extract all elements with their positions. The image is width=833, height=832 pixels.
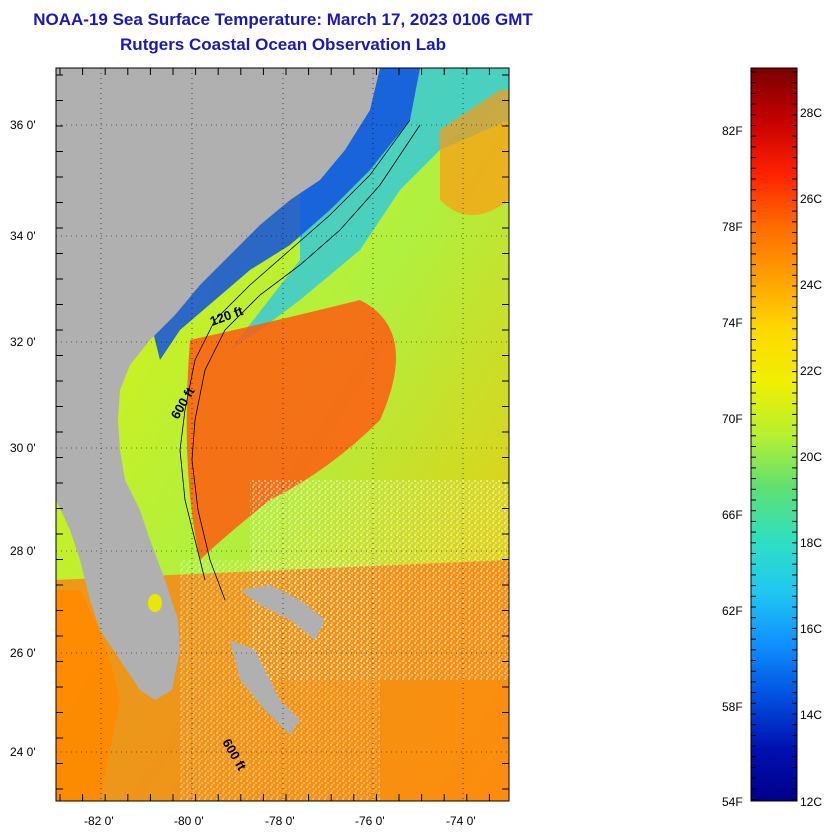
lon-label: -76 0' [355, 814, 385, 828]
lat-label: 24 0' [10, 745, 36, 759]
colorbar-f-label: 66F [722, 508, 743, 522]
map-frame [55, 67, 510, 802]
lon-label: -82 0' [84, 814, 114, 828]
bahamas-island [230, 640, 300, 735]
colorbar-f-label: 62F [722, 604, 743, 618]
colorbar-ticks [751, 71, 797, 801]
isobath-120ft [179, 119, 411, 581]
gulf-of-mexico-water [56, 590, 120, 801]
land-mass [56, 68, 380, 700]
lon-label: -80 0' [174, 814, 204, 828]
lat-label: 32 0' [10, 335, 36, 349]
colorbar-c-label: 14C [800, 708, 823, 722]
colorbar-c-label: 16C [800, 622, 823, 636]
lat-label: 36 0' [10, 118, 36, 132]
lat-label: 26 0' [10, 646, 36, 660]
lat-label: 34 0' [10, 229, 36, 243]
colorbar-c-label: 24C [800, 278, 823, 292]
colorbar-f-label: 58F [722, 700, 743, 714]
cold-coastal-band [150, 68, 420, 360]
colorbar-c-label: 28C [800, 106, 823, 120]
colorbar-f-label: 78F [722, 220, 743, 234]
colorbar-f-label: 74F [722, 316, 743, 330]
lon-label: -74 0' [446, 814, 476, 828]
bahamas-island [240, 585, 325, 640]
lat-label: 28 0' [10, 544, 36, 558]
isobath-600ft [191, 124, 421, 601]
cool-shelf-water [230, 68, 509, 350]
map-subtitle: Rutgers Coastal Ocean Observation Lab [120, 35, 446, 54]
lake-okeechobee [148, 594, 162, 612]
map-title: NOAA-19 Sea Surface Temperature: March 1… [33, 10, 533, 29]
lat-label: 30 0' [10, 441, 36, 455]
colorbar-c-label: 26C [800, 192, 823, 206]
temperature-colorbar [750, 67, 798, 802]
colorbar-c-label: 20C [800, 450, 823, 464]
map-panel: 120 ft 600 ft 600 ft [56, 68, 509, 801]
axis-ticks [56, 68, 509, 801]
gulf-stream-warm-core [186, 300, 396, 560]
colorbar-f-label: 54F [722, 795, 743, 809]
colorbar-c-label: 22C [800, 364, 823, 378]
lon-label: -78 0' [265, 814, 295, 828]
graticule [56, 68, 509, 801]
colorbar-c-label: 12C [800, 795, 823, 809]
northeast-warm-patch [440, 90, 509, 215]
colorbar-f-label: 70F [722, 412, 743, 426]
colorbar-c-label: 18C [800, 536, 823, 550]
colorbar-f-label: 82F [722, 124, 743, 138]
